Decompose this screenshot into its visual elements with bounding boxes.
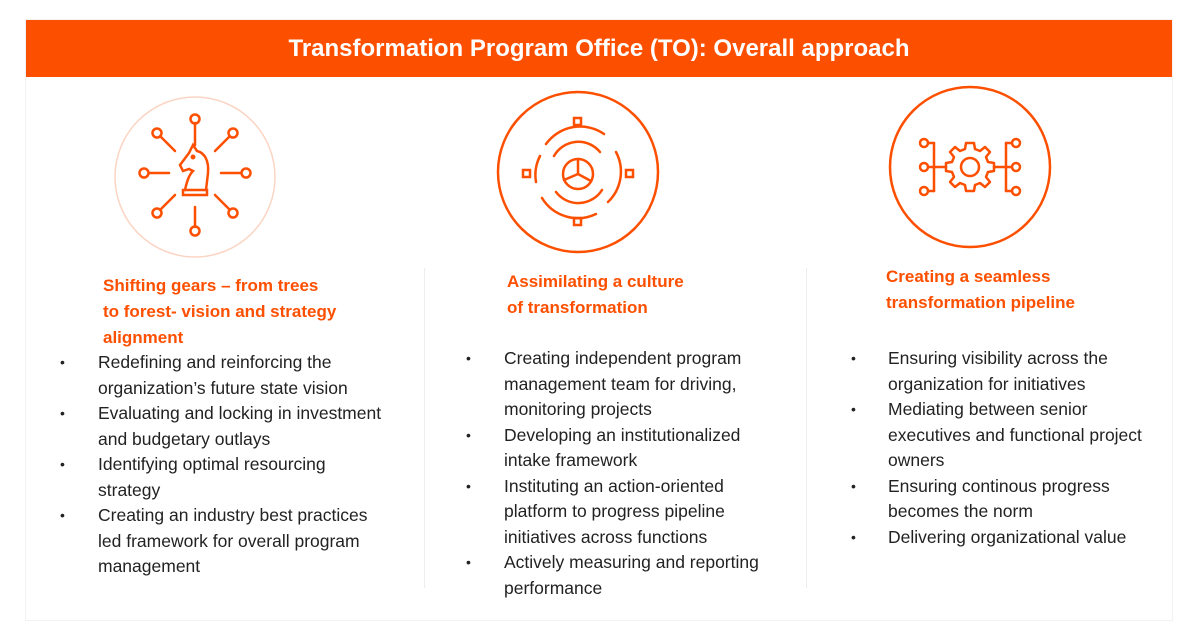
list-item: • Creating independent program managemen… [466, 346, 759, 423]
list-item-line: Identifying optimal resourcing [98, 454, 326, 474]
column-title-line: of transformation [507, 298, 648, 317]
list-item-line: Instituting an action-oriented [504, 475, 724, 496]
list-item: • Ensuring continous progress becomes th… [851, 474, 1142, 525]
bullet-dot: • [60, 354, 65, 370]
bullet-dot: • [60, 405, 65, 421]
list-item-line: monitoring projects [504, 399, 652, 419]
bullet-dot: • [851, 350, 856, 366]
bullet-list: • Ensuring visibility across the organiz… [851, 346, 1142, 551]
list-item: • Evaluating and locking in investment a… [60, 401, 382, 452]
list-item: • Creating an industry best practices le… [60, 503, 381, 580]
bullet-list: • Creating independent program managemen… [466, 346, 759, 601]
bullet-dot: • [851, 401, 856, 417]
list-item: • Actively measuring and reporting perfo… [466, 550, 759, 601]
page-title: Transformation Program Office (TO): Over… [26, 20, 1172, 77]
list-item-line: Ensuring continous progress [888, 475, 1110, 496]
bullet-dot: • [60, 456, 65, 472]
column-title: Shifting gears – from trees to forest- v… [103, 273, 336, 351]
list-item-line: platform to progress pipeline [504, 501, 725, 521]
column-title: Assimilating a culture of transformation [507, 269, 684, 321]
list-item-line: performance [504, 577, 603, 598]
list-item-line: and budgetary outlays [98, 428, 271, 449]
list-item-line: management [98, 556, 201, 576]
list-item-line: organization’s future state vision [98, 377, 348, 398]
pie-chart-cycle-icon [496, 90, 660, 254]
column-title-line: Creating a seamless [886, 267, 1051, 286]
list-item-line: strategy [98, 479, 161, 500]
list-item: • Delivering organizational value [851, 525, 1142, 551]
list-item: • Identifying optimal resourcing strateg… [60, 452, 381, 503]
list-item-line: owners [888, 450, 945, 470]
list-item: • Redefining and reinforcing the organiz… [60, 350, 381, 401]
list-item: • Developing an institutionalized intake… [466, 423, 759, 474]
gear-pipeline-icon [888, 85, 1052, 249]
list-item-line: Redefining and reinforcing the [98, 352, 332, 372]
list-item-line: becomes the norm [888, 501, 1033, 521]
list-item-line: Developing an institutionalized [504, 424, 741, 445]
column-title-line: alignment [103, 328, 184, 347]
list-item-line: organization for initiatives [888, 373, 1086, 394]
list-item-line: led framework for overall program [98, 530, 360, 551]
bullet-dot: • [466, 554, 471, 570]
bullet-list: • Redefining and reinforcing the organiz… [60, 350, 382, 580]
list-item: • Ensuring visibility across the organiz… [851, 346, 1142, 397]
list-item-line: management team for driving, [504, 373, 737, 394]
list-item-line: Evaluating and locking in investment [98, 403, 382, 423]
bullet-dot: • [851, 528, 856, 545]
list-item-line: Creating an industry best practices [98, 505, 368, 525]
column-title: Creating a seamless transformation pipel… [886, 264, 1075, 316]
bullet-dot: • [466, 350, 471, 366]
list-item: • Instituting an action-oriented platfor… [466, 474, 759, 551]
list-item-line: intake framework [504, 450, 638, 470]
list-item-line: initiatives across functions [504, 526, 708, 547]
bullet-dot: • [851, 477, 856, 494]
bullet-dot: • [60, 507, 65, 523]
column-title-line: Assimilating a culture [507, 272, 684, 291]
list-item-line: Actively measuring and reporting [504, 552, 759, 572]
list-item-line: Delivering organizational value [888, 526, 1127, 547]
list-item-line: Ensuring visibility across the [888, 348, 1108, 368]
column-divider [424, 268, 425, 588]
column-title-line: to forest- vision and strategy [103, 302, 337, 321]
column-title-line: transformation pipeline [886, 293, 1075, 312]
bullet-dot: • [466, 477, 471, 494]
list-item: • Mediating between senior executives an… [851, 397, 1142, 474]
list-item-line: Creating independent program [504, 348, 742, 368]
content-panel [26, 20, 1172, 620]
bullet-dot: • [466, 426, 471, 443]
chess-knight-network-icon [113, 95, 277, 259]
column-divider [806, 268, 807, 588]
column-title-line: Shifting gears – from trees [103, 276, 319, 295]
list-item-line: Mediating between senior [888, 399, 1088, 419]
list-item-line: executives and functional project [888, 424, 1142, 445]
